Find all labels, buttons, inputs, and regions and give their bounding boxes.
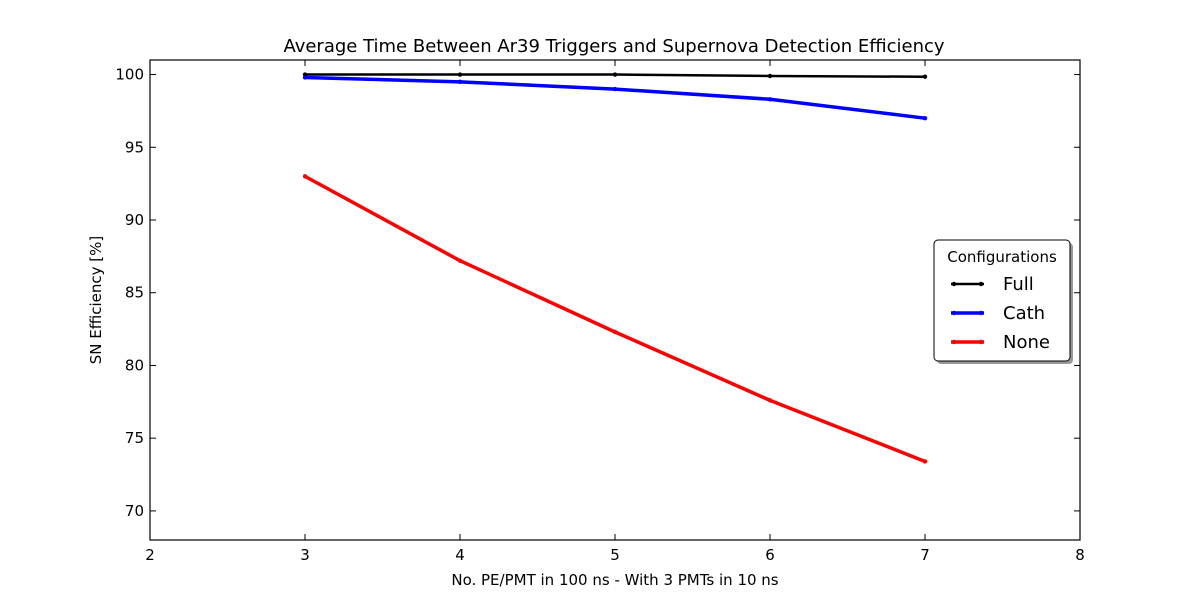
data-point-cath bbox=[612, 86, 618, 92]
data-point-cath bbox=[457, 79, 463, 85]
data-point-cath bbox=[302, 75, 308, 80]
data-point-full bbox=[922, 74, 928, 79]
data-point-none bbox=[612, 329, 618, 335]
y-tick-label: 100 bbox=[115, 66, 144, 84]
data-point-full bbox=[612, 72, 618, 77]
legend-title: Configurations bbox=[947, 248, 1057, 266]
x-tick-label: 3 bbox=[300, 546, 310, 564]
y-tick-label: 70 bbox=[125, 502, 144, 520]
legend-marker-none bbox=[978, 339, 984, 345]
legend: Configurations Full Cath None bbox=[933, 239, 1073, 364]
data-point-none bbox=[457, 258, 463, 263]
data-point-full bbox=[457, 72, 463, 77]
legend-label-full: Full bbox=[1003, 274, 1034, 295]
legend-label-none: None bbox=[1003, 332, 1050, 353]
y-tick-label: 90 bbox=[125, 211, 144, 229]
legend-marker-cath bbox=[978, 310, 984, 316]
legend-marker-full bbox=[951, 281, 957, 287]
y-tick-label: 85 bbox=[125, 284, 144, 302]
x-tick-label: 7 bbox=[920, 546, 930, 564]
x-tick-label: 6 bbox=[765, 546, 775, 564]
series-line-cath bbox=[304, 75, 926, 120]
y-tick-label: 75 bbox=[125, 429, 144, 447]
y-axis-label: SN Efficiency [%] bbox=[87, 236, 105, 365]
data-point-none bbox=[922, 459, 928, 464]
y-tick-label: 95 bbox=[125, 138, 144, 156]
legend-marker-full bbox=[978, 281, 984, 287]
x-tick-label: 5 bbox=[610, 546, 620, 564]
legend-box bbox=[933, 239, 1071, 362]
x-tick-label: 4 bbox=[455, 546, 465, 564]
legend-marker-cath bbox=[951, 310, 957, 316]
series-line-none bbox=[304, 174, 926, 464]
x-tick-label: 2 bbox=[145, 546, 155, 564]
x-tick-label: 8 bbox=[1075, 546, 1085, 564]
data-point-none bbox=[767, 398, 773, 403]
chart-title: Average Time Between Ar39 Triggers and S… bbox=[283, 36, 944, 57]
x-axis-label: No. PE/PMT in 100 ns - With 3 PMTs in 10… bbox=[451, 571, 778, 589]
data-point-full bbox=[767, 73, 773, 79]
data-point-cath bbox=[767, 97, 773, 102]
data-point-none bbox=[302, 174, 308, 179]
y-tick-label: 80 bbox=[125, 356, 144, 374]
legend-marker-none bbox=[951, 339, 957, 345]
legend-label-cath: Cath bbox=[1003, 303, 1045, 324]
data-point-cath bbox=[922, 115, 928, 121]
